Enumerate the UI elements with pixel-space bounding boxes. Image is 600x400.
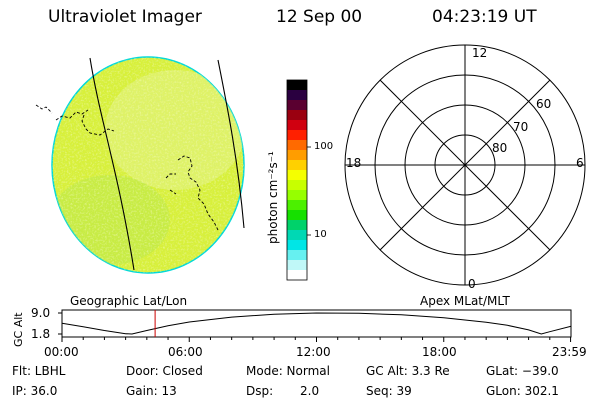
timeline-ytick-label-9: 9.0 — [31, 306, 51, 320]
coastline-fragment — [165, 173, 177, 195]
color-bar-segment — [287, 190, 307, 201]
polar-label-dawn: 6 — [576, 156, 584, 170]
timeline-xtick-label-24: 23:59 — [552, 345, 587, 359]
polar-label-lat80: 80 — [492, 141, 508, 155]
color-bar-segment — [287, 110, 307, 121]
color-bar-segment — [287, 270, 307, 281]
color-bar-label-100: 100 — [314, 141, 334, 152]
color-bar-segment — [287, 240, 307, 251]
color-bar-segment — [287, 140, 307, 151]
color-bar-segment — [287, 260, 307, 271]
timeline-xticks — [61, 337, 572, 342]
coastline-south-america — [177, 155, 219, 231]
timeline-xtick-label-00: 00:00 — [44, 345, 79, 359]
color-bar-segment — [287, 150, 307, 161]
info-glon: GLon: 302.1 — [486, 384, 559, 398]
timeline-xtick-label-06: 06:00 — [168, 345, 203, 359]
color-bar-label-10: 10 — [314, 229, 327, 240]
coastline-north — [35, 104, 115, 136]
polar-label-dusk: 18 — [346, 156, 362, 170]
info-ip: IP: 36.0 — [12, 384, 58, 398]
timeline-ylabel: GC Alt — [12, 312, 25, 347]
meridian-line — [89, 57, 135, 271]
polar-label-lat60: 60 — [536, 97, 552, 111]
info-seq: Seq: 39 — [366, 384, 412, 398]
altitude-curve — [61, 312, 571, 335]
polar-diagonal-2 — [379, 79, 551, 251]
timeline-xtick-label-18: 18:00 — [422, 345, 457, 359]
timeline-xtick-label-12: 12:00 — [296, 345, 331, 359]
image-noise-dim — [52, 57, 244, 273]
polar-label-noon: 12 — [472, 46, 488, 60]
info-dsp-value: 2.0 — [300, 384, 320, 398]
timeline-left-title: Geographic Lat/Lon — [70, 294, 188, 308]
observation-date: 12 Sep 00 — [276, 7, 363, 27]
color-bar-segment — [287, 80, 307, 91]
color-bar-segment — [287, 230, 307, 241]
color-bar-segment — [287, 200, 307, 211]
info-gain: Gain: 13 — [126, 384, 177, 398]
color-bar-segment — [287, 250, 307, 261]
color-bar-segment — [287, 180, 307, 191]
color-bar — [287, 80, 307, 281]
info-filter: Flt: LBHL — [12, 364, 66, 378]
info-mode: Mode: Normal — [246, 364, 330, 378]
color-bar-segment — [287, 100, 307, 111]
polar-label-midnight: 0 — [468, 277, 476, 291]
color-bar-segment — [287, 130, 307, 141]
timeline-right-title: Apex MLat/MLT — [420, 294, 510, 308]
polar-grid — [344, 44, 586, 286]
observation-time: 04:23:19 UT — [432, 7, 537, 27]
color-bar-segment — [287, 210, 307, 221]
color-bar-segment — [287, 170, 307, 181]
instrument-title: Ultraviolet Imager — [48, 7, 202, 27]
info-door: Door: Closed — [126, 364, 203, 378]
altitude-timeline — [58, 309, 572, 342]
info-glat: GLat: −39.0 — [486, 364, 559, 378]
timeline-ytick-label-1-8: 1.8 — [31, 327, 51, 341]
color-bar-segment — [287, 120, 307, 131]
uv-earth-image — [35, 56, 245, 274]
info-dsp-label: Dsp: — [246, 384, 274, 398]
color-bar-segment — [287, 220, 307, 231]
info-gc-alt: GC Alt: 3.3 Re — [366, 364, 450, 378]
color-bar-unit-label: photon cm⁻²s⁻¹ — [266, 151, 280, 244]
terminator-line — [217, 59, 245, 229]
color-bar-segment — [287, 90, 307, 101]
color-bar-segment — [287, 160, 307, 171]
polar-label-lat70: 70 — [513, 120, 529, 134]
color-bar-frame — [286, 79, 308, 281]
